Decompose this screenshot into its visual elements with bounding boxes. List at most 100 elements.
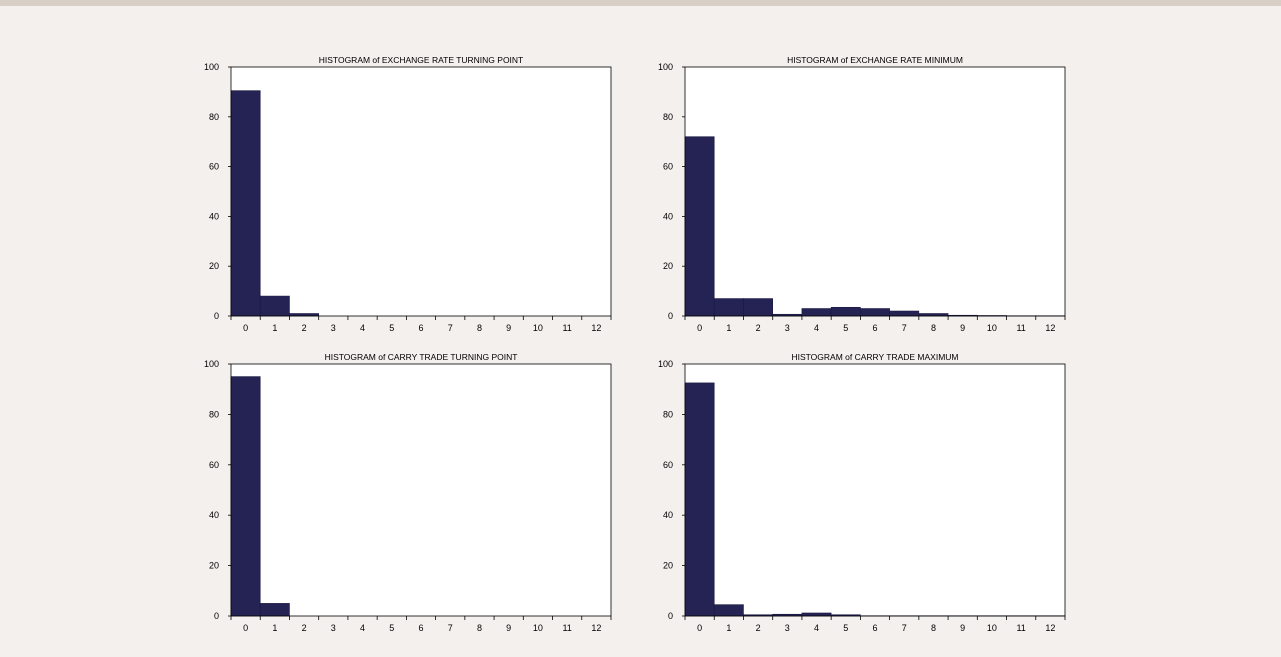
x-tick-label: 1 <box>726 323 731 333</box>
x-tick-label: 2 <box>302 323 307 333</box>
plot-frame <box>684 66 1066 317</box>
x-tick-label: 5 <box>389 323 394 333</box>
x-tick-label: 6 <box>872 623 877 633</box>
y-tick-label: 40 <box>663 211 673 221</box>
histogram-bar <box>713 604 744 617</box>
histogram-bar <box>830 306 861 317</box>
histogram-bar <box>801 612 832 617</box>
x-tick-label: 12 <box>1045 623 1055 633</box>
histogram-bar <box>801 308 832 317</box>
x-tick-label: 5 <box>389 623 394 633</box>
y-tick-label: 80 <box>663 409 673 419</box>
x-tick-label: 2 <box>302 623 307 633</box>
x-tick-label: 12 <box>1045 323 1055 333</box>
y-tick-label: 20 <box>209 261 219 271</box>
plot-area <box>231 67 611 316</box>
x-tick-label: 3 <box>331 323 336 333</box>
x-tick-label: 6 <box>418 323 423 333</box>
histogram-bar <box>743 298 773 317</box>
x-tick-label: 4 <box>360 323 365 333</box>
histogram-panel-1: HISTOGRAM of EXCHANGE RATE TURNING POINT… <box>204 55 612 333</box>
histogram-panel-4: HISTOGRAM of CARRY TRADE MAXIMUM02040608… <box>658 352 1066 633</box>
x-tick-label: 4 <box>814 323 819 333</box>
chart-title: HISTOGRAM of CARRY TRADE MAXIMUM <box>791 352 958 362</box>
x-tick-label: 5 <box>843 623 848 633</box>
y-tick-label: 0 <box>214 311 219 321</box>
y-tick-label: 0 <box>668 611 673 621</box>
y-tick-label: 40 <box>663 510 673 520</box>
x-tick-label: 3 <box>331 623 336 633</box>
x-tick-label: 10 <box>987 623 997 633</box>
histogram-bar <box>684 382 715 617</box>
y-tick-label: 100 <box>204 359 219 369</box>
histogram-bar <box>259 603 290 617</box>
x-tick-label: 9 <box>960 623 965 633</box>
x-tick-label: 0 <box>243 623 248 633</box>
y-tick-label: 20 <box>209 561 219 571</box>
y-tick-label: 0 <box>214 611 219 621</box>
y-tick-label: 0 <box>668 311 673 321</box>
x-tick-label: 2 <box>756 623 761 633</box>
histogram-bar <box>230 90 261 317</box>
y-tick-label: 60 <box>209 162 219 172</box>
plot-area <box>685 364 1065 616</box>
x-tick-label: 4 <box>360 623 365 633</box>
x-tick-label: 9 <box>960 323 965 333</box>
y-tick-label: 100 <box>658 359 673 369</box>
x-tick-label: 6 <box>418 623 423 633</box>
x-tick-label: 3 <box>785 623 790 633</box>
x-tick-label: 4 <box>814 623 819 633</box>
top-border-strip <box>0 0 1281 6</box>
x-tick-label: 8 <box>477 323 482 333</box>
y-tick-label: 60 <box>663 162 673 172</box>
y-tick-label: 60 <box>209 460 219 470</box>
x-tick-label: 3 <box>785 323 790 333</box>
x-tick-label: 10 <box>987 323 997 333</box>
histogram-panel-3: HISTOGRAM of CARRY TRADE TURNING POINT 0 2… <box>204 352 612 633</box>
histogram-bar <box>860 308 890 317</box>
y-tick-label: 20 <box>663 561 673 571</box>
x-tick-label: 0 <box>697 623 702 633</box>
x-tick-label: 12 <box>591 323 601 333</box>
x-tick-label: 1 <box>272 623 277 633</box>
x-tick-label: 2 <box>756 323 761 333</box>
x-tick-label: 10 <box>533 623 543 633</box>
x-tick-label: 0 <box>243 323 248 333</box>
x-tick-label: 12 <box>591 623 601 633</box>
y-tick-label: 40 <box>209 211 219 221</box>
x-tick-label: 1 <box>726 623 731 633</box>
y-tick-label: 80 <box>663 112 673 122</box>
x-tick-label: 8 <box>931 323 936 333</box>
plot-area <box>231 364 611 616</box>
y-tick-label: 80 <box>209 112 219 122</box>
y-tick-label: 100 <box>204 62 219 72</box>
histogram-bar <box>889 310 920 317</box>
x-tick-label: 7 <box>448 323 453 333</box>
y-tick-label: 100 <box>658 62 673 72</box>
x-tick-label: 11 <box>562 323 571 333</box>
x-tick-label: 7 <box>448 623 453 633</box>
x-tick-label: 9 <box>506 323 511 333</box>
x-tick-label: 7 <box>902 323 907 333</box>
x-tick-label: 11 <box>1016 623 1025 633</box>
x-tick-label: 11 <box>1016 323 1025 333</box>
x-tick-label: 8 <box>477 623 482 633</box>
plot-area <box>685 67 1065 316</box>
plot-frame <box>684 363 1066 617</box>
x-tick-label: 11 <box>562 623 571 633</box>
x-tick-label: 5 <box>843 323 848 333</box>
x-tick-label: 10 <box>533 323 543 333</box>
chart-title: HISTOGRAM of EXCHANGE RATE MINIMUM <box>787 55 963 65</box>
x-tick-label: 0 <box>697 323 702 333</box>
histogram-bar <box>259 295 290 317</box>
histogram-bar <box>713 298 744 317</box>
y-tick-label: 20 <box>663 261 673 271</box>
y-tick-label: 80 <box>209 409 219 419</box>
x-tick-label: 7 <box>902 623 907 633</box>
histogram-panel-2: HISTOGRAM of EXCHANGE RATE MINIMUM020406… <box>658 55 1066 333</box>
histogram-bar <box>684 136 715 317</box>
x-tick-label: 6 <box>872 323 877 333</box>
plot-frame <box>230 363 612 617</box>
chart-title: HISTOGRAM of CARRY TRADE TURNING POINT <box>325 352 518 362</box>
